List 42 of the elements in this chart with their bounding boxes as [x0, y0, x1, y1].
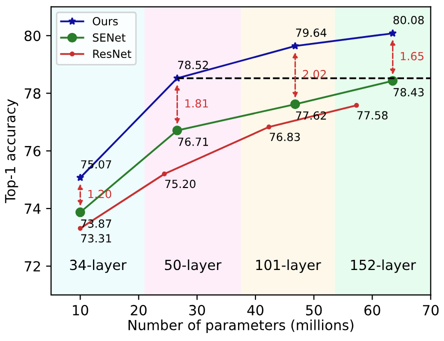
point	[172, 126, 182, 136]
band-label: 34-layer	[70, 259, 127, 273]
x-tick-label: 10	[72, 304, 88, 316]
legend-label: ResNet	[93, 50, 132, 58]
data-label: 77.58	[357, 111, 388, 120]
data-label: 75.20	[165, 180, 196, 188]
point	[290, 99, 300, 110]
x-tick-label: 30	[189, 304, 205, 316]
data-label: 80.08	[393, 16, 424, 24]
x-tick-label: 60	[364, 304, 380, 316]
y-tick-label: 76	[24, 146, 40, 156]
point	[388, 29, 397, 37]
x-tick-label: 70	[422, 304, 439, 316]
x-tick-label: 40	[247, 304, 264, 316]
x-tick-label: 50	[306, 304, 322, 316]
annotation: 1.65	[400, 52, 424, 60]
x-axis-title: Number of parameters (millions)	[128, 320, 354, 333]
y-tick-label: 78	[24, 88, 40, 99]
annotation: 1.81	[185, 99, 208, 108]
point	[291, 42, 300, 50]
legend-label: Ours	[92, 17, 118, 26]
band-label: 50-layer	[164, 259, 222, 273]
band-label: 152-layer	[351, 259, 416, 273]
y-tick-label: 74	[24, 204, 41, 214]
y-tick-label: 72	[24, 261, 40, 272]
point	[266, 124, 272, 130]
point	[75, 207, 86, 218]
point	[76, 174, 84, 182]
data-label: 73.31	[81, 234, 112, 243]
y-axis-title: Top-1 accuracy	[5, 99, 18, 204]
data-label: 78.52	[178, 60, 208, 70]
y-tick-label: 80	[24, 30, 40, 42]
point	[354, 102, 359, 108]
annotation: 2.02	[302, 70, 326, 78]
data-label: 79.64	[296, 28, 326, 37]
data-label: 78.43	[394, 88, 424, 96]
x-tick-label: 20	[130, 304, 147, 316]
data-label: 76.71	[178, 138, 208, 146]
data-label: 76.83	[270, 132, 300, 142]
legend-label: SENet	[92, 33, 126, 42]
point	[162, 172, 167, 176]
band-label: 101-layer	[256, 259, 322, 273]
